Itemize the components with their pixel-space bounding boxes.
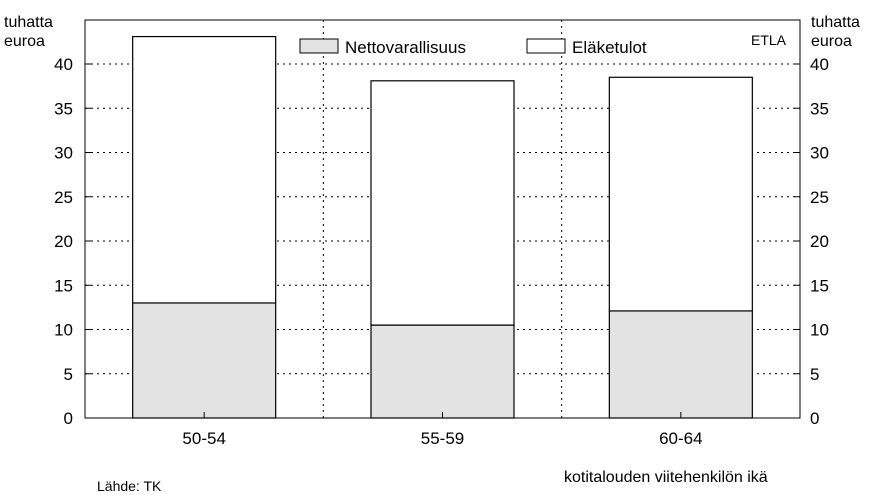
- y-tick-label-left: 30: [54, 144, 73, 163]
- y-axis-label-left-line2: euroa: [4, 33, 45, 50]
- y-tick-label-right: 40: [810, 55, 829, 74]
- legend-label-nettovarallisuus: Nettovarallisuus: [345, 38, 466, 57]
- y-axis-label-right-line2: euroa: [811, 33, 852, 50]
- y-tick-label-left: 15: [54, 276, 73, 295]
- bar-nettovarallisuus-55-59: [370, 324, 515, 419]
- x-tick-label: 60-64: [659, 429, 702, 448]
- y-tick-label-left: 40: [54, 55, 73, 74]
- y-tick-label-left: 35: [54, 99, 73, 118]
- ticks: 0 0 5 5 10 10 15 15 20 20 25 25 30 30 35 35 40 40 50-54 55-…: [54, 55, 829, 448]
- y-tick-label-left: 0: [64, 409, 73, 428]
- y-tick-label-right: 20: [810, 232, 829, 251]
- y-tick-label-left: 20: [54, 232, 73, 251]
- y-tick-label-right: 10: [810, 321, 829, 340]
- y-tick-label-left: 5: [64, 365, 73, 384]
- y-tick-label-right: 0: [810, 409, 819, 428]
- bar-elaketulot-55-59: [370, 80, 515, 326]
- bar-elaketulot-50-54: [132, 35, 277, 304]
- legend-swatch-nettovarallisuus: [299, 38, 339, 54]
- legend-label-elaketulot: Eläketulot: [572, 38, 647, 57]
- y-tick-label-left: 25: [54, 188, 73, 207]
- y-tick-label-right: 35: [810, 99, 829, 118]
- legend: Nettovarallisuus Eläketulot: [299, 38, 647, 57]
- y-tick-label-right: 5: [810, 365, 819, 384]
- x-tick-label: 55-59: [421, 429, 464, 448]
- legend-swatch-elaketulot: [526, 38, 566, 54]
- y-tick-label-right: 15: [810, 276, 829, 295]
- y-tick-label-left: 10: [54, 321, 73, 340]
- source-note: Lähde: TK: [97, 478, 162, 494]
- y-tick-label-right: 25: [810, 188, 829, 207]
- y-axis-label-left-line1: tuhatta: [4, 14, 53, 31]
- y-axis-label-right-line1: tuhatta: [811, 14, 860, 31]
- y-tick-label-right: 30: [810, 144, 829, 163]
- watermark: ETLA: [751, 32, 787, 48]
- bar-elaketulot-60-64: [608, 76, 753, 312]
- x-axis-title: kotitalouden viitehenkilön ikä: [564, 469, 768, 486]
- bar-nettovarallisuus-60-64: [608, 310, 753, 419]
- bar-nettovarallisuus-50-54: [132, 302, 277, 419]
- x-tick-label: 50-54: [182, 429, 225, 448]
- bars: [132, 35, 753, 419]
